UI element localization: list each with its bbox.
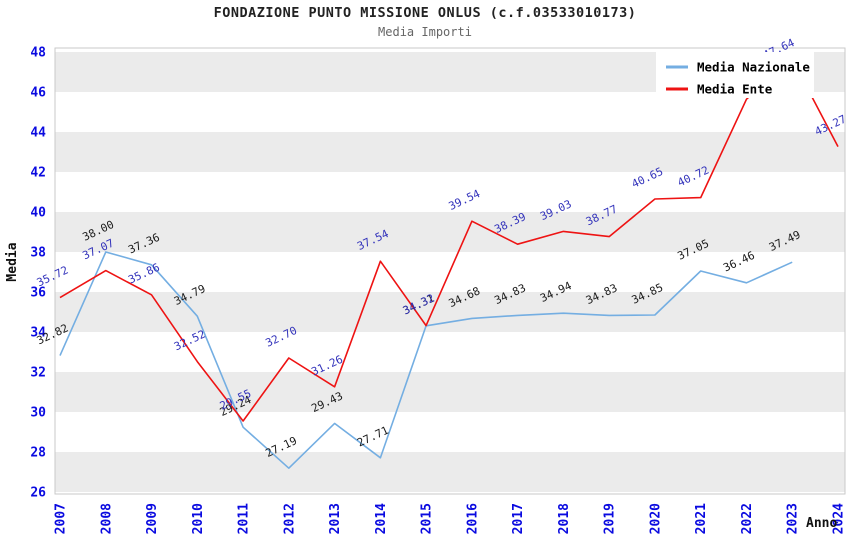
- grid-band: [55, 212, 845, 252]
- x-tick-label: 2015: [420, 503, 435, 534]
- x-tick-label: 2008: [99, 503, 114, 534]
- x-tick-label: 2013: [328, 503, 343, 534]
- legend-item-media-ente: Media Ente: [666, 82, 773, 97]
- chart-title: FONDAZIONE PUNTO MISSIONE ONLUS (c.f.035…: [213, 5, 637, 21]
- y-tick-label: 30: [30, 406, 46, 421]
- x-tick-label: 2017: [511, 503, 526, 534]
- grid-band: [55, 132, 845, 172]
- x-tick-label: 2022: [740, 503, 755, 534]
- x-tick-label: 2024: [832, 503, 847, 534]
- grid-band: [55, 452, 845, 492]
- y-tick-label: 28: [30, 446, 46, 461]
- y-axis-title: Media: [5, 242, 20, 281]
- x-tick-label: 2018: [557, 503, 572, 534]
- legend-label: Media Ente: [697, 82, 773, 97]
- y-tick-label: 42: [30, 166, 46, 181]
- grid-band: [55, 292, 845, 332]
- y-tick-label: 32: [30, 366, 46, 381]
- plot-border: [54, 47, 846, 495]
- x-tick-label: 2010: [191, 503, 206, 534]
- x-tick-label: 2020: [648, 503, 663, 534]
- x-tick-label: 2014: [374, 503, 389, 534]
- x-tick-label: 2011: [237, 503, 252, 534]
- y-tick-label: 38: [30, 246, 46, 261]
- grid-band: [55, 372, 845, 412]
- series-line-media-ente: [59, 58, 839, 422]
- x-tick-label: 2023: [786, 503, 801, 534]
- y-tick-label: 34: [30, 326, 46, 341]
- y-tick-label: 48: [30, 46, 46, 61]
- y-tick-label: 44: [30, 126, 46, 141]
- y-tick-label: 46: [30, 86, 46, 101]
- y-tick-label: 36: [30, 286, 46, 301]
- x-axis-title: Anno: [806, 516, 837, 531]
- x-tick-label: 2019: [603, 503, 618, 534]
- x-tick-label: 2016: [465, 503, 480, 534]
- y-tick-label: 26: [30, 486, 46, 501]
- x-tick-label: 2012: [282, 503, 297, 534]
- x-tick-label: 2007: [54, 503, 69, 534]
- y-tick-label: 40: [30, 206, 46, 221]
- x-tick-label: 2021: [694, 503, 709, 534]
- legend-label: Media Nazionale: [697, 60, 810, 75]
- chart-subtitle: Media Importi: [378, 25, 472, 39]
- legend-item-media-nazionale: Media Nazionale: [666, 60, 810, 75]
- legend: Media Nazionale Media Ente: [656, 52, 814, 98]
- x-tick-label: 2009: [145, 503, 160, 534]
